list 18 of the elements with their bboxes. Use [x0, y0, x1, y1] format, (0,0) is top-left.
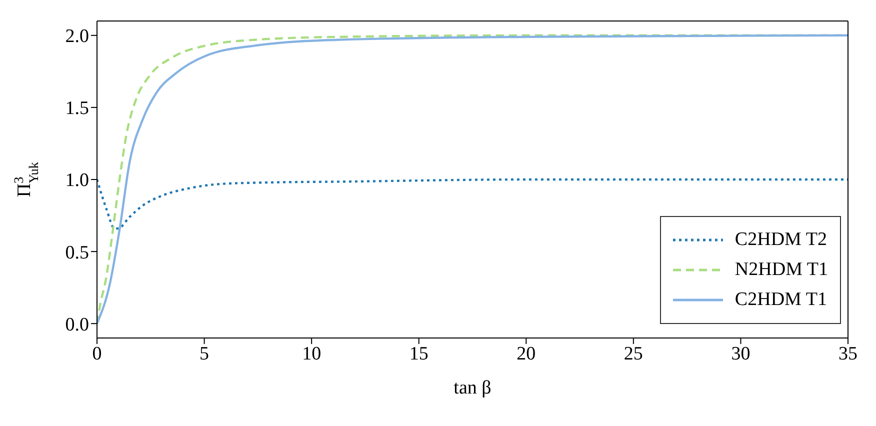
x-tick-label: 0 [92, 343, 102, 364]
y-tick-label: 0.5 [65, 242, 89, 264]
x-tick-label: 5 [200, 343, 210, 364]
y-tick-label: 1.0 [65, 170, 89, 192]
y-tick-label: 1.5 [65, 98, 89, 120]
x-tick-label: 35 [838, 343, 858, 364]
x-tick-label: 10 [302, 343, 322, 364]
y-tick-label: 0.0 [65, 314, 89, 336]
x-tick-label: 20 [516, 343, 536, 364]
x-tick-label: 25 [624, 343, 643, 364]
line-series [97, 178, 848, 230]
x-tick-label: 15 [409, 343, 428, 364]
y-tick-label: 2.0 [65, 26, 89, 48]
x-tick-label: 30 [731, 343, 750, 364]
legend-label: N2HDM T1 [734, 259, 828, 281]
x-axis-title: tan β [454, 377, 492, 398]
legend-label: C2HDM T2 [734, 229, 827, 251]
legend-label: C2HDM T1 [734, 289, 827, 311]
